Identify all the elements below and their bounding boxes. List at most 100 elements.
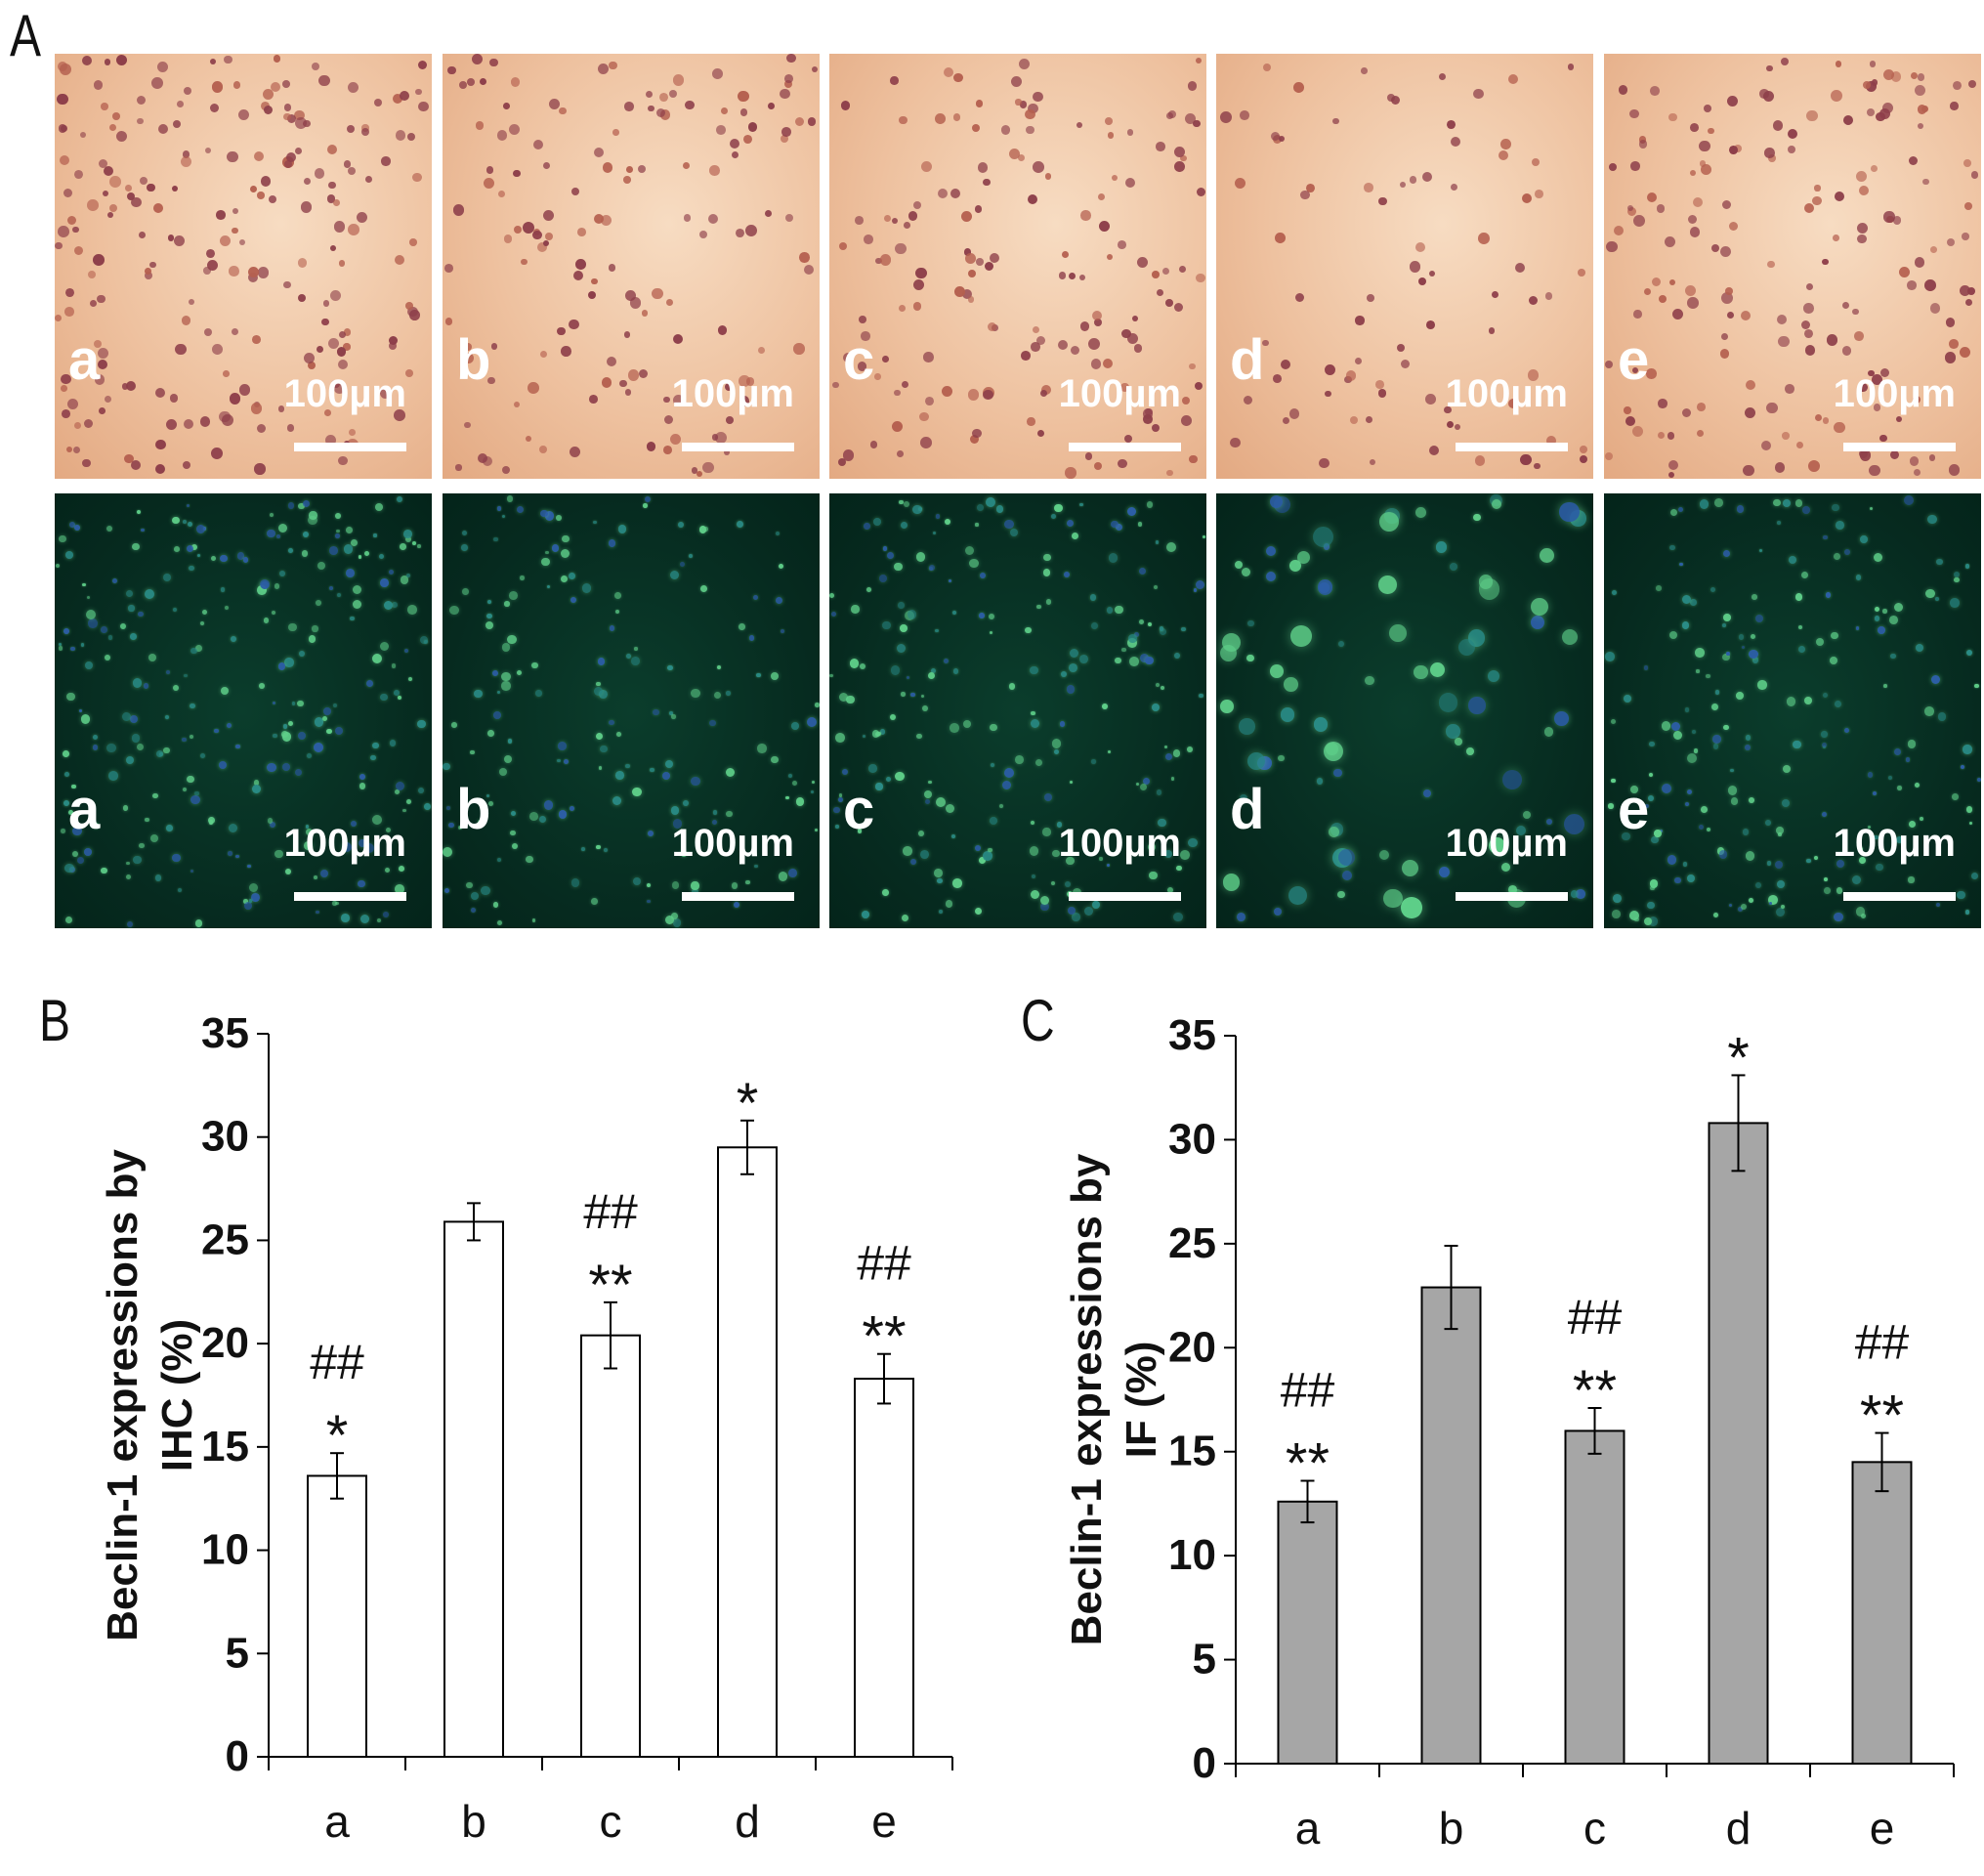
bar-e — [854, 1378, 914, 1758]
cell-mark — [1768, 901, 1772, 906]
cell-mark — [195, 524, 205, 533]
cell-mark — [1852, 875, 1862, 885]
cell-mark — [1445, 724, 1460, 739]
cell-mark — [1473, 89, 1484, 100]
cell-mark — [400, 91, 410, 101]
cell-mark — [1377, 389, 1387, 398]
cell-mark — [570, 806, 575, 812]
y-tick-label: 25 — [201, 1215, 249, 1263]
significance-mark: ** — [1573, 1359, 1617, 1423]
cell-mark — [1606, 240, 1618, 253]
cell-mark — [1136, 257, 1148, 269]
cell-mark — [1174, 652, 1181, 659]
cell-mark — [912, 278, 924, 290]
cell-mark — [535, 690, 542, 697]
cell-mark — [945, 518, 951, 525]
cell-mark — [273, 55, 281, 64]
cell-mark — [140, 177, 148, 186]
cell-mark — [1051, 513, 1057, 519]
cell-mark — [276, 534, 280, 539]
cell-mark — [373, 98, 383, 107]
cell-mark — [1531, 158, 1540, 167]
cell-mark — [496, 129, 508, 141]
cell-mark — [859, 316, 867, 323]
cell-mark — [879, 254, 892, 266]
cell-mark — [1076, 121, 1082, 128]
cell-mark — [1949, 339, 1960, 350]
scale-bar-label: 100µm — [283, 372, 406, 415]
cell-mark — [791, 722, 799, 730]
cell-mark — [1865, 80, 1878, 93]
cell-mark — [1269, 663, 1284, 678]
cell-mark — [1687, 297, 1699, 310]
cell-mark — [65, 288, 75, 298]
cell-mark — [985, 497, 995, 508]
cell-mark — [423, 639, 429, 645]
cell-mark — [237, 108, 249, 120]
cell-mark — [199, 416, 211, 427]
cell-mark — [714, 692, 722, 700]
cell-mark — [739, 108, 748, 116]
cell-mark — [615, 732, 621, 738]
cell-mark — [1423, 789, 1432, 798]
cell-mark — [1142, 408, 1154, 419]
cell-mark — [935, 513, 941, 519]
cell-mark — [1867, 825, 1871, 829]
cell-mark — [811, 781, 815, 785]
cell-mark — [666, 298, 674, 306]
cell-mark — [1644, 665, 1649, 670]
cell-mark — [509, 124, 521, 136]
cell-mark — [1841, 346, 1852, 356]
cell-mark — [952, 668, 959, 674]
cell-mark — [1529, 296, 1539, 306]
cell-mark — [220, 555, 228, 563]
cell-mark — [1040, 902, 1049, 911]
cell-mark — [1724, 287, 1733, 295]
cell-mark — [857, 362, 867, 371]
cell-mark — [1290, 625, 1313, 647]
cell-mark — [1123, 435, 1133, 444]
cell-mark — [669, 433, 681, 445]
cell-mark — [1151, 703, 1160, 712]
cell-mark — [1530, 597, 1548, 616]
cell-mark — [1160, 685, 1165, 691]
cell-mark — [673, 333, 684, 344]
cell-mark — [910, 692, 916, 698]
cell-mark — [1474, 455, 1486, 466]
cell-mark — [1173, 302, 1183, 312]
cell-mark — [861, 331, 870, 341]
cell-mark — [496, 691, 500, 695]
cell-mark — [908, 211, 918, 222]
cell-mark — [221, 686, 230, 695]
cell-mark — [336, 530, 340, 533]
cell-mark — [358, 555, 361, 559]
cell-mark — [1580, 446, 1587, 454]
cell-mark — [1855, 171, 1867, 183]
cell-mark — [896, 644, 906, 654]
cell-mark — [598, 765, 603, 770]
cell-mark — [481, 885, 490, 896]
cell-mark — [1284, 676, 1298, 692]
cell-mark — [1181, 397, 1190, 405]
cell-mark — [1798, 625, 1803, 630]
cell-mark — [1622, 831, 1630, 841]
cell-mark — [1570, 890, 1578, 898]
cell-mark — [274, 849, 283, 858]
cell-mark — [1768, 895, 1779, 905]
cell-mark — [935, 797, 946, 808]
cell-mark — [716, 125, 726, 136]
cell-mark — [607, 356, 617, 366]
cell-mark — [338, 359, 349, 370]
cell-mark — [875, 783, 883, 790]
cell-mark — [1803, 303, 1815, 314]
cell-mark — [1925, 588, 1935, 599]
cell-mark — [1189, 362, 1196, 370]
cell-mark — [196, 554, 201, 558]
cell-mark — [903, 846, 912, 856]
cell-mark — [625, 290, 637, 302]
cell-mark — [739, 396, 750, 406]
cell-mark — [1794, 593, 1803, 601]
cell-mark — [831, 612, 837, 618]
ihc-micrograph-e: e 100µm — [1604, 54, 1981, 479]
